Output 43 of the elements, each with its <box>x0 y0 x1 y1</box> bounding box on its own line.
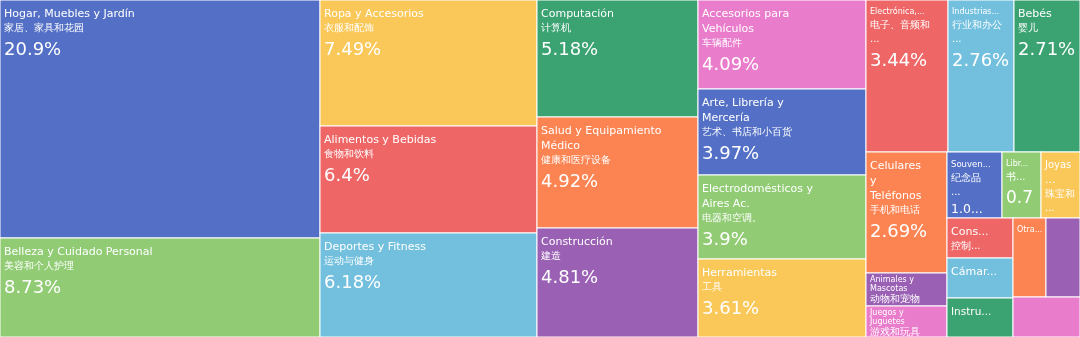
category-label: Libr... 书... <box>1006 159 1028 182</box>
category-label: Instru... <box>951 304 992 317</box>
category-label: Electrónica,... 电子、音频和... <box>870 6 930 44</box>
category-label: Otra... <box>1017 225 1043 234</box>
data-label: 6.18% <box>324 271 382 292</box>
category-label: Bebés 婴儿 <box>1018 7 1053 33</box>
category-label: Animales y Mascotas 动物和宠物 <box>870 275 920 304</box>
data-label: 4.81% <box>541 266 599 287</box>
data-label: 8.73% <box>4 276 62 297</box>
data-label: 3.44% <box>870 49 928 70</box>
data-label: 2.71% <box>1018 38 1076 59</box>
category-label: Cámar... <box>951 265 997 278</box>
category-label: Arte, Librería y Mercería 艺术、书店和小百货 <box>702 96 792 137</box>
category-label: Celulares y Teléfonos 手机和电话 <box>869 159 922 215</box>
category-label: Herramientas 工具 <box>702 266 778 292</box>
category-label: Electrodomésticos y Aires Ac. 电器和空调。 <box>702 182 814 223</box>
category-label: Cons... 控制... <box>951 225 989 251</box>
data-label: 5.18% <box>541 38 599 59</box>
data-label: 3.97% <box>702 142 760 163</box>
data-label: 2.69% <box>870 220 928 241</box>
category-label: Deportes y Fitness 运动与健身 <box>324 240 427 266</box>
category-label: Construcción 建造 <box>540 235 613 261</box>
category-label: Joyas ... 珠宝和... <box>1044 159 1075 213</box>
data-label: 20.9% <box>4 38 62 59</box>
category-label: Juegos y Juguetes 游戏和玩具 <box>869 308 920 337</box>
category-label: Souven... 纪念品... <box>951 158 991 197</box>
category-label: Alimentos y Bebidas 食物和饮料 <box>324 133 437 159</box>
data-label: 4.92% <box>541 170 599 191</box>
category-label: Hogar, Muebles y Jardín 家居、家具和花园 <box>4 7 135 33</box>
data-label: 1.0... <box>951 201 983 216</box>
data-label: 2.76% <box>952 49 1010 70</box>
category-label: Belleza y Cuidado Personal 美容和个人护理 <box>4 245 153 271</box>
data-label: 0.7 <box>1006 187 1034 207</box>
data-label: 7.49% <box>324 38 382 59</box>
category-label: Salud y Equipamiento Médico 健康和医疗设备 <box>541 124 662 165</box>
category-label: Industrias... 行业和办公... <box>952 7 1002 44</box>
data-label: 4.09% <box>702 53 760 74</box>
data-label: 3.9% <box>702 228 748 249</box>
data-label: 6.4% <box>324 164 370 185</box>
category-label: Ropa y Accesorios 衣服和配饰 <box>324 7 425 33</box>
category-label: Computación 计算机 <box>541 7 614 33</box>
data-label: 3.61% <box>702 297 760 318</box>
category-label: Accesorios para Vehículos 车辆配件 <box>702 7 790 48</box>
